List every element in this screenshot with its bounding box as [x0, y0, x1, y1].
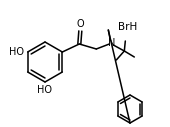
Text: HO: HO	[9, 47, 24, 57]
Text: N: N	[108, 38, 115, 48]
Text: O: O	[76, 19, 84, 29]
Text: HO: HO	[38, 85, 53, 95]
Text: BrH: BrH	[118, 22, 138, 32]
